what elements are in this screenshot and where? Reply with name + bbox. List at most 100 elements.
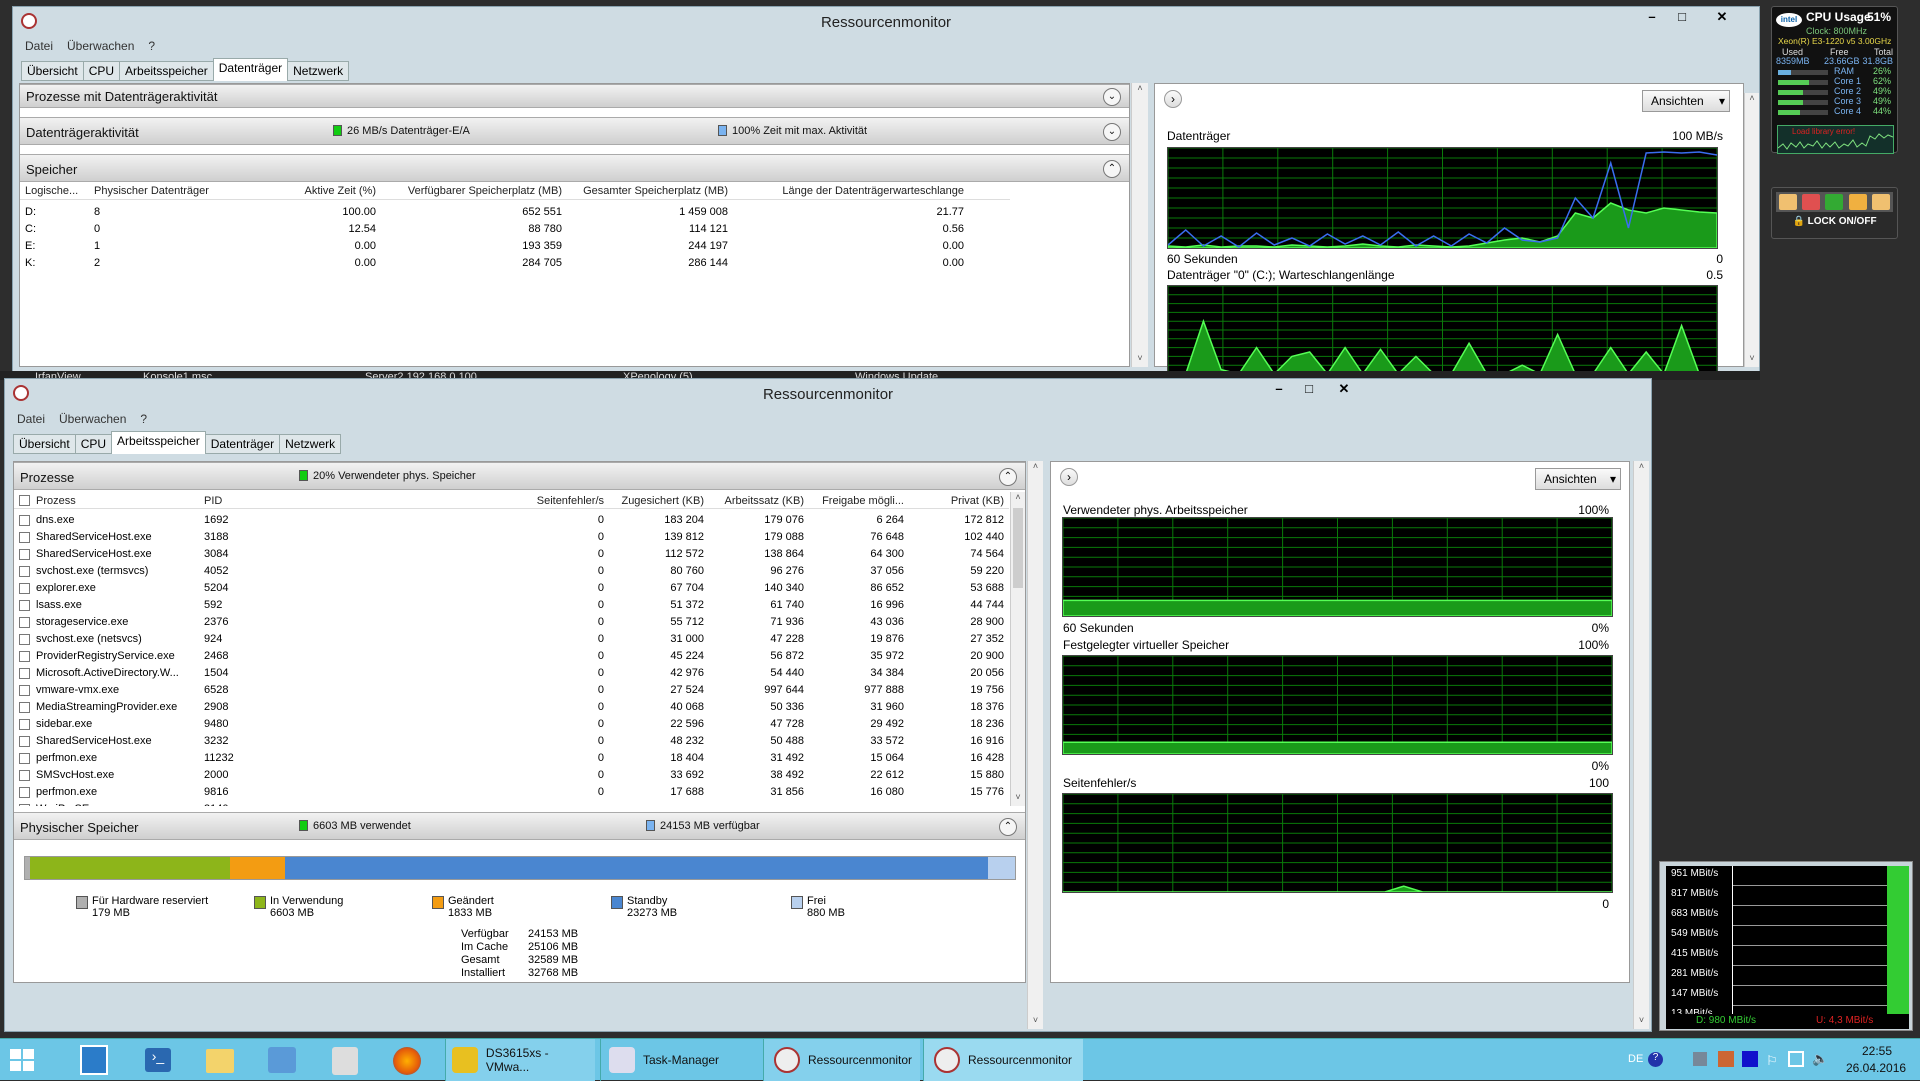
collapse-panel-button[interactable]: › [1060,468,1078,486]
expand-chevron-icon[interactable]: ⌄ [1103,88,1121,106]
process-row[interactable]: explorer.exe 5204 0 67 704 140 340 86 652 53 6… [14,580,1009,597]
col-active-time[interactable]: Aktive Zeit (%) [304,185,376,197]
menu-ueberwachen[interactable]: Überwachen [67,39,135,53]
scroll-down-arrow[interactable]: ˅ [1638,1015,1645,1025]
col-pid[interactable]: PID [204,495,223,507]
scroll-down-arrow[interactable]: ˅ [1015,792,1021,802]
col-logical[interactable]: Logische... [25,185,79,197]
collapse-chevron-icon[interactable]: ⌃ [999,818,1017,836]
tab-network[interactable]: Netzwerk [287,61,350,81]
eject-icon[interactable] [1872,194,1891,210]
col-shareable[interactable]: Freigabe mögli... [822,495,904,507]
server-manager-icon[interactable] [80,1045,108,1075]
taskbar-item-resource-monitor-1[interactable]: Ressourcenmonitor [763,1039,920,1081]
tab-cpu[interactable]: CPU [82,61,121,81]
close-button[interactable]: ✕ [1338,381,1350,396]
scroll-up-arrow[interactable]: ˄ [1749,93,1755,103]
col-queue-length[interactable]: Länge der Datenträgerwarteschlange [782,185,964,197]
col-page-faults[interactable]: Seitenfehler/s [536,495,604,507]
close-button[interactable]: ✕ [1716,9,1728,24]
section-processes[interactable]: Prozesse 20% Verwendeter phys. Speicher … [14,462,1025,490]
scroll-up-arrow[interactable]: ˄ [1137,83,1143,93]
row-checkbox[interactable] [19,787,30,798]
tab-memory[interactable]: Arbeitsspeicher [111,431,206,454]
row-checkbox[interactable] [19,668,30,679]
minimize-button[interactable]: – [1648,9,1656,24]
row-checkbox[interactable] [19,617,30,628]
key-icon[interactable] [1848,194,1867,210]
scroll-up-arrow[interactable]: ˄ [1032,461,1039,471]
shutdown-icon[interactable] [1802,194,1821,210]
restart-icon[interactable] [1825,194,1844,210]
row-checkbox[interactable] [19,685,30,696]
meter-tray-icon[interactable] [1718,1051,1734,1067]
left-pane-scrollbar[interactable]: ˄ ˅ [1131,83,1148,367]
process-row[interactable]: WmiPrvSE.exe 3140 [14,801,1009,806]
scroll-down-arrow[interactable]: ˅ [1137,353,1143,363]
taskbar-item-resource-monitor-2[interactable]: Ressourcenmonitor [923,1039,1083,1081]
settings-tool-icon[interactable] [332,1047,358,1075]
network-tray-icon[interactable] [1693,1052,1707,1066]
menu-ueberwachen[interactable]: Überwachen [59,412,127,426]
process-row[interactable]: Microsoft.ActiveDirectory.W... 1504 0 42 97… [14,665,1009,682]
row-checkbox[interactable] [19,515,30,526]
views-dropdown[interactable]: Ansichten ▾ [1642,90,1730,112]
grid-tray-icon[interactable] [1742,1051,1758,1067]
minimize-button[interactable]: – [1275,381,1283,396]
process-table-scrollbar[interactable]: ˄ ˅ [1010,492,1025,806]
tab-disk[interactable]: Datenträger [212,58,289,81]
file-explorer-icon[interactable] [206,1049,234,1073]
col-physical[interactable]: Physischer Datenträger [94,185,209,197]
process-row[interactable]: svchost.exe (netsvcs) 924 0 31 000 47 228 19 … [14,631,1009,648]
control-panel-icon[interactable] [268,1047,296,1073]
expand-chevron-icon[interactable]: ⌄ [1103,123,1121,141]
title-bar[interactable]: Ressourcenmonitor – □ ✕ [13,7,1759,37]
process-row[interactable]: MediaStreamingProvider.exe 2908 0 40 068 50 … [14,699,1009,716]
help-tray-icon[interactable]: ? [1648,1052,1663,1067]
collapse-panel-button[interactable]: › [1164,90,1182,108]
tab-cpu[interactable]: CPU [74,434,113,454]
process-row[interactable]: SharedServiceHost.exe 3084 0 112 572 138 864… [14,546,1009,563]
scroll-up-arrow[interactable]: ˄ [1015,492,1021,502]
process-row[interactable]: storageservice.exe 2376 0 55 712 71 936 43 03… [14,614,1009,631]
scroll-down-arrow[interactable]: ˅ [1749,353,1755,363]
firefox-icon[interactable] [393,1047,421,1075]
power-icon[interactable] [1778,194,1797,210]
col-available[interactable]: Verfügbarer Speicherplatz (MB) [407,185,562,197]
col-working-set[interactable]: Arbeitssatz (KB) [724,495,804,507]
volume-muted-icon[interactable]: 🔈 [1812,1051,1829,1066]
clock-time[interactable]: 22:55 [1862,1044,1893,1058]
tab-memory[interactable]: Arbeitsspeicher [119,61,214,81]
table-row[interactable]: C: 0 12.54 88 780 114 121 0.56 [20,221,1010,238]
menu-help[interactable]: ? [148,39,156,53]
process-row[interactable]: SMSvcHost.exe 2000 0 33 692 38 492 22 612 15 8… [14,767,1009,784]
row-checkbox[interactable] [19,634,30,645]
process-row[interactable]: perfmon.exe 11232 0 18 404 31 492 15 064 16 42… [14,750,1009,767]
row-checkbox[interactable] [19,736,30,747]
tab-network[interactable]: Netzwerk [279,434,342,454]
right-pane-scrollbar[interactable]: ˄ ˅ [1633,461,1649,1029]
col-commit[interactable]: Zugesichert (KB) [621,495,704,507]
section-disk-processes[interactable]: Prozesse mit Datenträgeraktivität ⌄ [20,84,1129,108]
process-row[interactable]: lsass.exe 592 0 51 372 61 740 16 996 44 744 [14,597,1009,614]
row-checkbox[interactable] [19,532,30,543]
collapse-chevron-icon[interactable]: ⌃ [999,468,1017,486]
maximize-button[interactable]: □ [1305,381,1313,396]
col-total[interactable]: Gesamter Speicherplatz (MB) [583,185,728,197]
col-private[interactable]: Privat (KB) [950,495,1004,507]
menu-help[interactable]: ? [140,412,148,426]
table-row[interactable]: D: 8 100.00 652 551 1 459 008 21.77 [20,204,1010,221]
maximize-button[interactable]: □ [1678,9,1686,24]
left-pane-scrollbar[interactable]: ˄ ˅ [1027,461,1043,1029]
cpu-usage-gadget[interactable]: intel CPU Usage 51% Clock: 800MHz Xeon(R… [1771,6,1898,154]
row-checkbox[interactable] [19,549,30,560]
row-checkbox[interactable] [19,719,30,730]
table-row[interactable]: E: 1 0.00 193 359 244 197 0.00 [20,238,1010,255]
scroll-down-arrow[interactable]: ˅ [1032,1015,1039,1025]
input-language[interactable]: DE [1628,1053,1644,1065]
right-pane-scrollbar[interactable]: ˄ ˅ [1744,93,1759,367]
section-storage[interactable]: Speicher ⌃ [20,154,1129,182]
table-row[interactable]: K: 2 0.00 284 705 286 144 0.00 [20,255,1010,272]
taskbar-item-task-manager[interactable]: Task-Manager [600,1039,760,1081]
tab-disk[interactable]: Datenträger [204,434,281,454]
